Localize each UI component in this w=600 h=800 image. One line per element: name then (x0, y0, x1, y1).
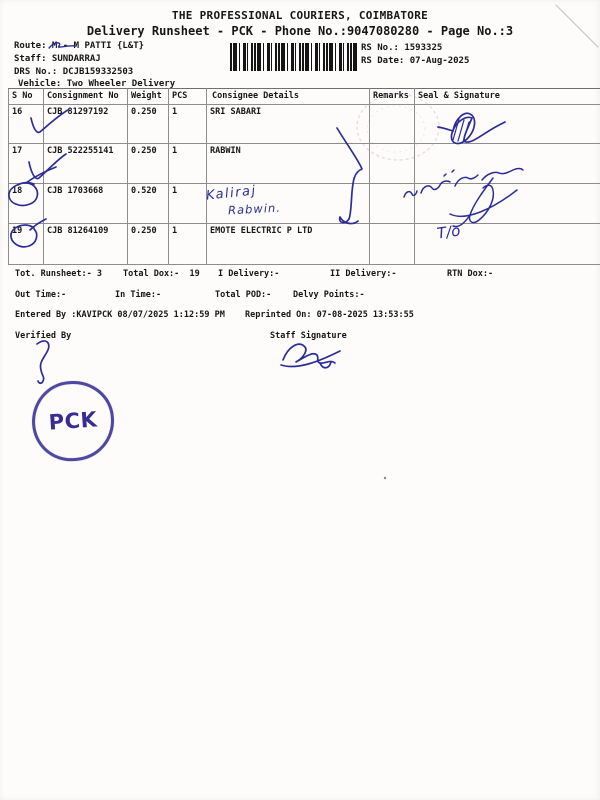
stamp-text: PCK (47, 407, 99, 435)
table-row: 16 CJB 81297192 0.250 1 SRI SABARI (8, 104, 600, 144)
ii-delivery: II Delivery:- (330, 269, 397, 279)
out-time: Out Time:- (15, 290, 67, 300)
route-line: Route: M - M PATTI {L&T} (14, 41, 145, 51)
cell-consignee: SRI SABARI (206, 104, 370, 144)
rtn-dox: RTN Dox:- (447, 269, 494, 279)
staff-signature-ink (280, 343, 341, 369)
cell-consignee: EMOTE ELECTRIC P LTD (206, 223, 370, 265)
cell-consignment: CJB 522255141 (43, 143, 128, 184)
i-delivery: I Delivery:- (218, 269, 280, 279)
tot-runsheet: Tot. Runsheet:- 3 (15, 269, 102, 279)
total-pod: Total POD:- (215, 290, 272, 300)
consignment-table: S No Consignment No Weight PCS Consignee… (8, 88, 600, 265)
cell-sno: 19 (8, 223, 44, 265)
table-row: 17 CJB 522255141 0.250 1 RABWIN (8, 143, 600, 184)
scan-speck (383, 476, 387, 480)
cell-weight: 0.250 (127, 223, 169, 265)
verified-by-label: Verified By (15, 331, 72, 341)
col-header-seal: Seal & Signature (414, 88, 600, 105)
cell-pcs: 1 (168, 183, 207, 224)
cell-remarks (369, 104, 415, 144)
col-header-sno: S No (8, 88, 44, 105)
cell-consignee: RABWIN (206, 143, 370, 184)
in-time: In Time:- (115, 290, 162, 300)
handwritten-consignee-name-2: Rabwin. (227, 200, 282, 218)
cell-remarks (369, 183, 415, 224)
cell-pcs: 1 (168, 104, 207, 144)
cell-remarks (369, 223, 415, 265)
cell-pcs: 1 (168, 143, 207, 184)
cell-seal-signature (414, 104, 600, 144)
handwritten-transfer-note: T/o (435, 221, 462, 243)
table-row: 18 CJB 1703668 0.520 1 (8, 183, 600, 224)
vehicle-line: Vehicle: Two Wheeler Delivery (18, 79, 176, 89)
entered-by: Entered By :KAVIPCK 08/07/2025 1:12:59 P… (15, 310, 225, 320)
cell-seal-signature (414, 223, 600, 265)
cell-consignment: CJB 81297192 (43, 104, 128, 144)
page-subtitle: Delivery Runsheet - PCK - Phone No.:9047… (86, 24, 514, 38)
cell-weight: 0.250 (127, 143, 169, 184)
table-row: 19 CJB 81264109 0.250 1 EMOTE ELECTRIC P… (8, 223, 600, 265)
total-dox: Total Dox:- 19 (123, 269, 200, 279)
col-header-pcs: PCS (168, 88, 207, 105)
staff-signature-label: Staff Signature (270, 331, 347, 341)
cell-sno: 17 (8, 143, 44, 184)
col-header-remarks: Remarks (369, 88, 415, 105)
col-header-consignee: Consignee Details (206, 88, 370, 105)
runsheet-barcode (230, 43, 358, 71)
cell-seal-signature (414, 143, 600, 184)
cell-pcs: 1 (168, 223, 207, 265)
col-header-weight: Weight (127, 88, 169, 105)
rs-date-line: RS Date: 07-Aug-2025 (361, 56, 470, 66)
cell-remarks (369, 143, 415, 184)
col-header-consignment: Consignment No (43, 88, 128, 105)
delvy-points: Delvy Points:- (293, 290, 365, 300)
pck-round-stamp: PCK (29, 378, 117, 464)
staff-line: Staff: SUNDARRAJ (14, 54, 101, 64)
table-header-row: S No Consignment No Weight PCS Consignee… (8, 88, 600, 105)
drs-no-line: DRS No.: DCJB159332503 (14, 67, 134, 77)
rs-no-line: RS No.: 1593325 (361, 43, 443, 53)
cell-sno: 16 (8, 104, 44, 144)
cell-consignment: CJB 81264109 (43, 223, 128, 265)
reprinted-on: Reprinted On: 07-08-2025 13:53:55 (245, 310, 414, 320)
page-title: THE PROFESSIONAL COURIERS, COIMBATORE (171, 9, 429, 22)
verified-by-mark (36, 340, 50, 385)
cell-weight: 0.250 (127, 104, 169, 144)
cell-weight: 0.520 (127, 183, 169, 224)
cell-seal-signature (414, 183, 600, 224)
cell-consignment: CJB 1703668 (43, 183, 128, 224)
cell-sno: 18 (8, 183, 44, 224)
